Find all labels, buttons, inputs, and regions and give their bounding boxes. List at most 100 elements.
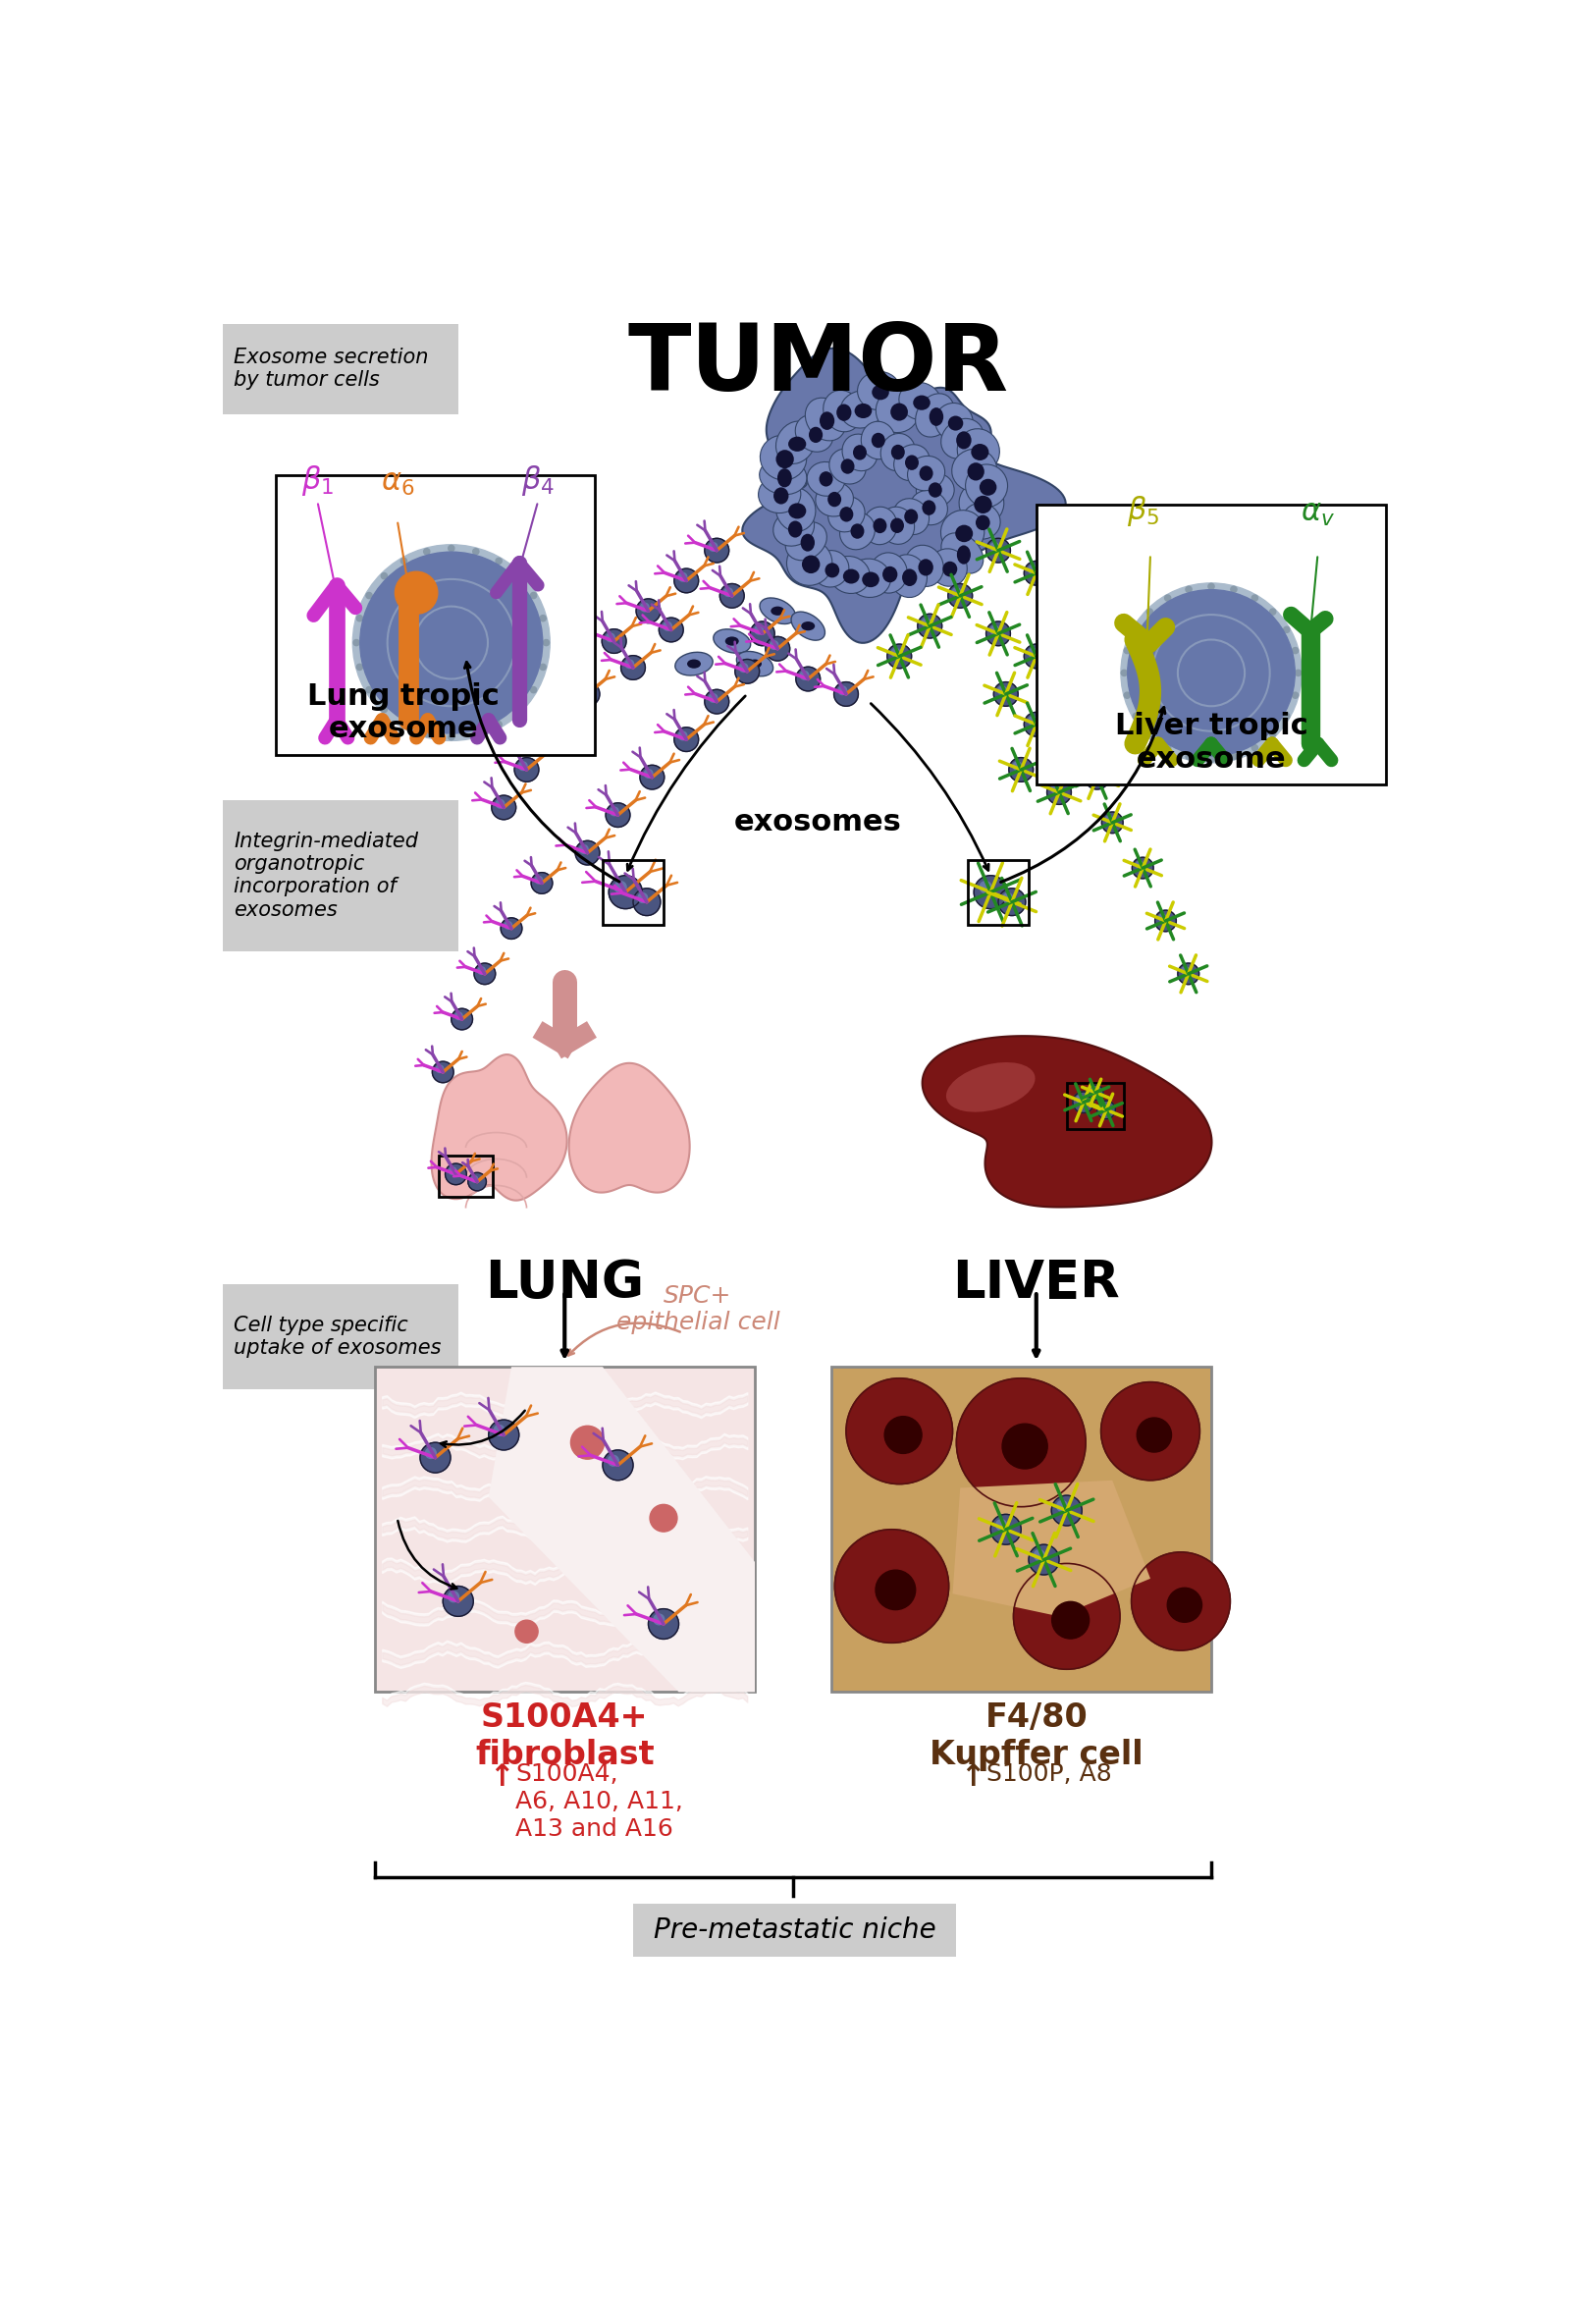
Circle shape [614, 881, 626, 893]
Text: $\beta_5$: $\beta_5$ [1127, 494, 1159, 529]
Ellipse shape [905, 510, 918, 524]
Polygon shape [742, 348, 1066, 642]
Ellipse shape [839, 508, 854, 522]
Bar [375, 1366, 755, 1693]
Ellipse shape [883, 566, 897, 582]
Ellipse shape [948, 415, 964, 431]
Circle shape [1013, 1563, 1120, 1670]
Ellipse shape [891, 517, 903, 533]
Circle shape [361, 552, 543, 733]
Circle shape [1132, 1551, 1231, 1651]
Ellipse shape [830, 448, 867, 485]
Circle shape [420, 1442, 450, 1473]
Ellipse shape [966, 464, 1007, 508]
Circle shape [501, 918, 522, 939]
Ellipse shape [830, 557, 870, 594]
Circle shape [1002, 1424, 1047, 1468]
Circle shape [835, 1531, 948, 1642]
Circle shape [766, 638, 790, 661]
Ellipse shape [894, 445, 930, 480]
Ellipse shape [975, 515, 990, 531]
Circle shape [602, 628, 626, 654]
Ellipse shape [959, 480, 1004, 526]
Ellipse shape [929, 482, 942, 499]
Ellipse shape [788, 436, 806, 452]
Circle shape [621, 656, 645, 679]
Ellipse shape [808, 461, 844, 496]
Ellipse shape [795, 415, 833, 452]
Ellipse shape [919, 466, 934, 480]
Bar [439, 1155, 493, 1197]
Circle shape [648, 1609, 678, 1640]
Ellipse shape [862, 573, 879, 587]
Circle shape [539, 615, 546, 621]
Circle shape [1088, 770, 1098, 777]
Ellipse shape [828, 492, 841, 508]
Circle shape [678, 730, 686, 740]
Ellipse shape [787, 540, 832, 584]
Circle shape [1133, 714, 1140, 719]
Text: $\alpha_v$: $\alpha_v$ [1301, 499, 1334, 529]
Bar [634, 1904, 956, 1957]
Circle shape [1146, 730, 1152, 737]
Circle shape [1296, 670, 1301, 675]
Circle shape [835, 682, 859, 707]
Circle shape [876, 1570, 916, 1609]
Ellipse shape [788, 522, 803, 538]
Circle shape [496, 800, 504, 807]
Circle shape [922, 619, 930, 626]
Ellipse shape [862, 422, 895, 459]
Circle shape [1028, 649, 1037, 656]
Circle shape [1052, 1602, 1088, 1640]
Polygon shape [953, 1480, 1151, 1616]
Ellipse shape [736, 652, 772, 677]
Circle shape [800, 670, 809, 679]
Circle shape [353, 640, 359, 645]
Ellipse shape [889, 554, 927, 598]
Circle shape [436, 1064, 444, 1074]
Circle shape [543, 640, 549, 645]
Ellipse shape [819, 471, 833, 487]
Circle shape [736, 659, 760, 684]
Circle shape [1124, 693, 1130, 698]
Circle shape [1181, 967, 1189, 974]
Circle shape [1073, 1092, 1095, 1113]
Polygon shape [922, 1037, 1211, 1208]
Circle shape [1136, 860, 1143, 870]
Circle shape [1052, 784, 1060, 793]
Circle shape [1251, 744, 1258, 751]
Circle shape [365, 686, 372, 693]
Circle shape [1077, 1095, 1084, 1104]
Bar [603, 860, 664, 925]
Ellipse shape [871, 385, 889, 399]
Ellipse shape [806, 399, 846, 441]
Circle shape [709, 693, 717, 703]
Circle shape [1025, 645, 1049, 668]
Ellipse shape [902, 568, 918, 587]
Ellipse shape [836, 404, 851, 422]
Ellipse shape [908, 457, 945, 492]
Bar [222, 325, 458, 415]
Ellipse shape [854, 404, 871, 417]
Ellipse shape [809, 427, 822, 443]
Ellipse shape [758, 475, 801, 512]
Circle shape [575, 682, 600, 707]
Ellipse shape [891, 445, 905, 459]
Circle shape [356, 663, 362, 670]
Ellipse shape [962, 503, 1001, 540]
Circle shape [1047, 779, 1071, 805]
Circle shape [1283, 626, 1290, 633]
Circle shape [709, 543, 717, 552]
Text: TUMOR: TUMOR [627, 320, 1009, 410]
Text: LIVER: LIVER [953, 1257, 1120, 1308]
Bar [1066, 1083, 1124, 1129]
Circle shape [401, 559, 407, 564]
Circle shape [381, 707, 388, 712]
Ellipse shape [843, 568, 859, 584]
Text: LUNG: LUNG [485, 1257, 645, 1308]
Circle shape [892, 649, 900, 656]
Ellipse shape [851, 524, 863, 538]
Ellipse shape [905, 545, 943, 587]
Circle shape [1088, 1085, 1103, 1099]
Circle shape [445, 1164, 466, 1185]
